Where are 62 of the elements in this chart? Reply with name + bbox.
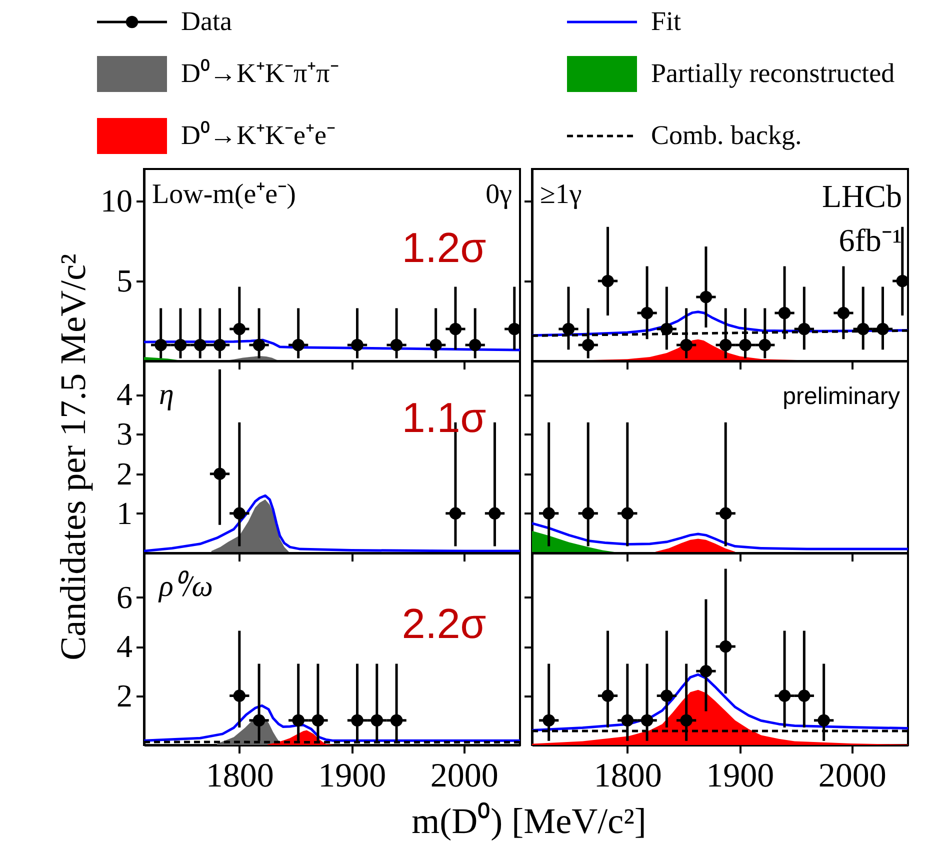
y-tick-label: 2 — [116, 455, 132, 492]
x-tick-label: 2000 — [430, 758, 498, 794]
point — [700, 290, 712, 304]
y-tick-label: 6 — [116, 578, 132, 615]
point — [660, 690, 673, 702]
point — [856, 322, 870, 336]
legend-label: Data — [181, 6, 232, 36]
x-tick-label: 1900 — [706, 758, 774, 794]
annotation: 1.2σ — [402, 224, 486, 271]
annotation: 1.1σ — [402, 394, 486, 441]
annotation: 2.2σ — [402, 600, 486, 647]
y-tick-label: 2 — [116, 677, 132, 714]
legend-label: Comb. backg. — [651, 120, 802, 150]
y-tick-label: 5 — [116, 262, 132, 298]
point — [758, 338, 772, 352]
point — [602, 274, 614, 288]
point — [739, 338, 752, 352]
annotation: ≥1γ — [540, 179, 582, 210]
annotation: 6fb⁻¹ — [838, 222, 902, 258]
point — [778, 690, 791, 702]
legend-label: Fit — [651, 6, 682, 36]
point — [680, 714, 692, 726]
point — [602, 690, 614, 702]
point — [680, 338, 692, 352]
y-tick-label: 10 — [100, 182, 132, 218]
x-tick-label: 2000 — [818, 758, 886, 794]
legend-label: D⁰→K⁺K⁻e⁺e⁻ — [181, 120, 336, 150]
annotation: 0γ — [486, 179, 512, 210]
point — [818, 714, 830, 726]
point — [582, 338, 594, 352]
point — [621, 714, 634, 726]
point — [778, 306, 791, 320]
x-tick-label: 1900 — [318, 758, 386, 794]
line-series — [144, 338, 520, 352]
point — [876, 322, 889, 336]
point — [798, 322, 810, 336]
annotation: preliminary — [782, 383, 900, 410]
point — [837, 306, 850, 320]
point — [640, 306, 654, 320]
y-axis-title: Candidates per 17.5 MeV/c² — [53, 254, 93, 660]
annotation: LHCb — [822, 178, 902, 214]
point — [719, 338, 732, 352]
legend-label: D⁰→K⁺K⁻π⁺π⁻ — [181, 58, 339, 88]
y-tick-label: 4 — [116, 376, 132, 412]
legend-label: Partially reconstructed — [651, 58, 896, 88]
line-series — [144, 704, 520, 742]
point — [640, 714, 654, 726]
annotation: ρ⁰/ω — [158, 570, 213, 603]
point — [542, 714, 555, 726]
y-tick-label: 1 — [116, 494, 132, 531]
x-tick-label: 1800 — [206, 758, 274, 794]
x-axis-title: m(D⁰) [MeV/c²] — [412, 801, 646, 841]
y-tick-label: 3 — [116, 416, 132, 452]
point — [700, 665, 712, 678]
point — [798, 690, 810, 702]
point — [719, 640, 732, 653]
point — [562, 322, 575, 336]
point — [660, 322, 673, 336]
x-tick-label: 1800 — [594, 758, 662, 794]
annotation: η — [159, 378, 174, 411]
y-tick-label: 4 — [116, 628, 132, 664]
annotation: Low-m(e⁺e⁻) — [152, 179, 296, 210]
